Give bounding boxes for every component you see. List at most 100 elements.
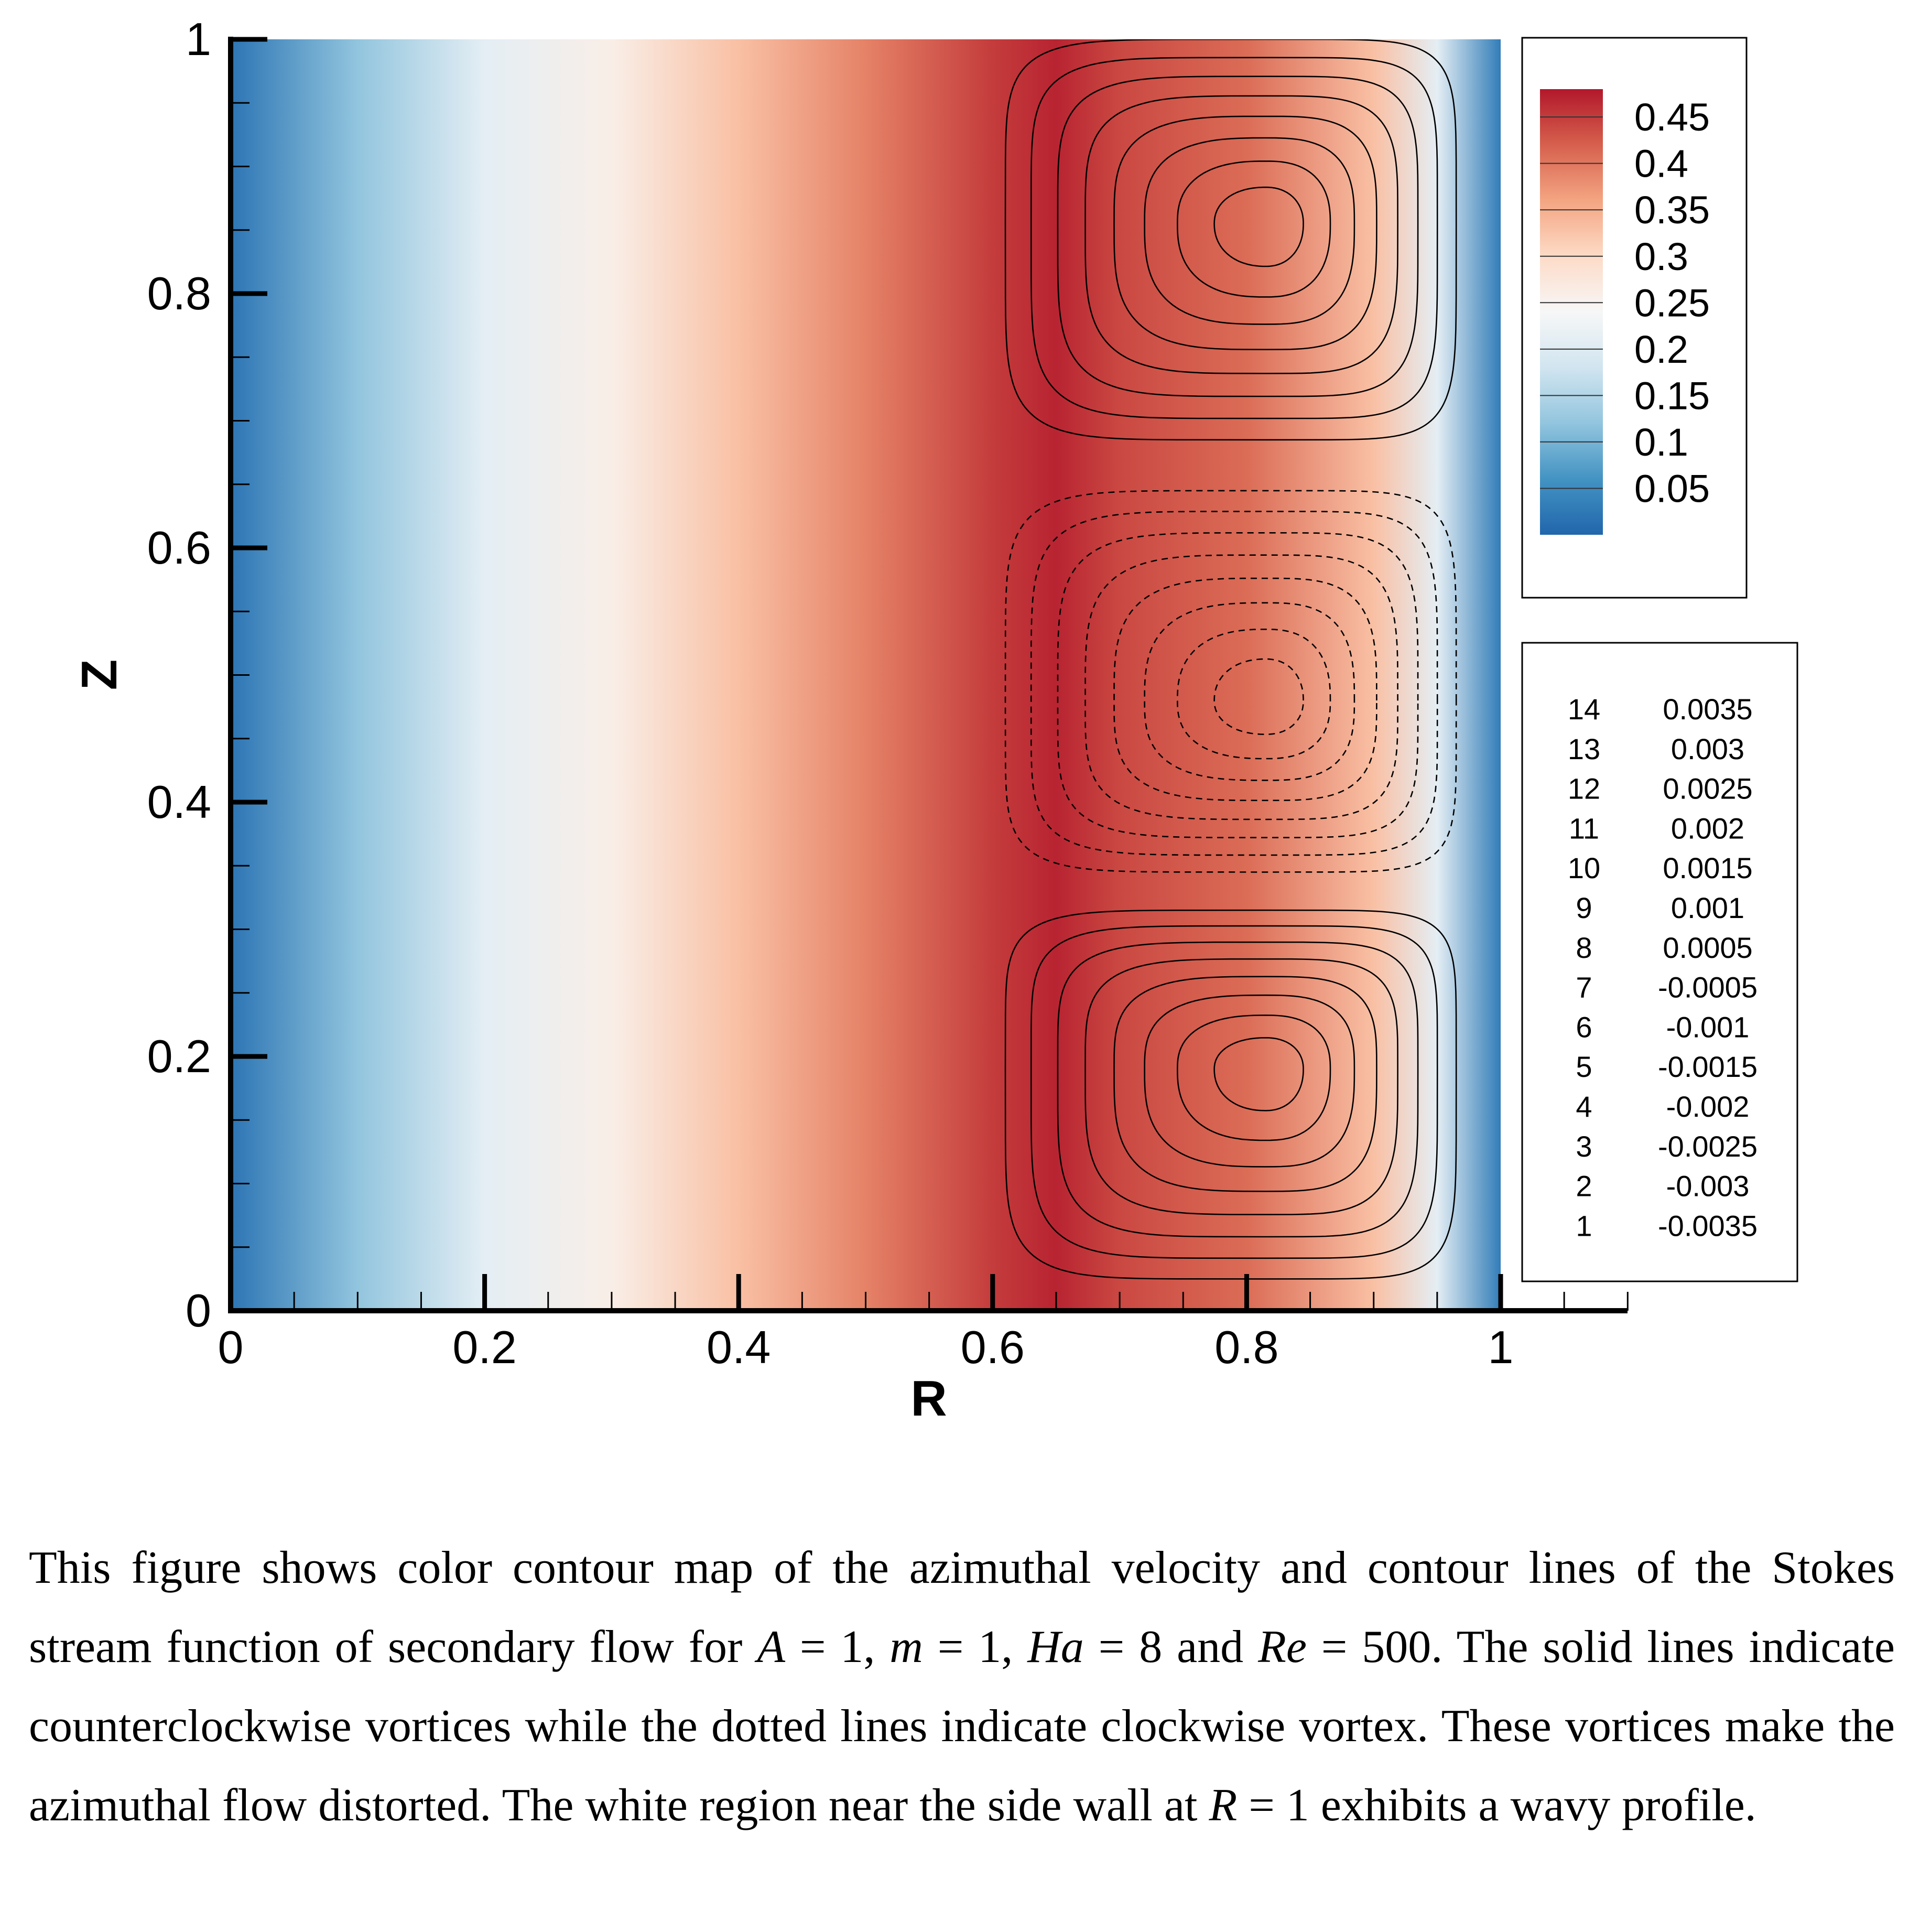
contour-line [1213, 658, 1304, 736]
y-tick-label: 0.4 [147, 776, 211, 828]
caption-eq-ha: = 8 and [1083, 1622, 1259, 1672]
contour-level-value: -0.0025 [1658, 1130, 1758, 1163]
contour-level-index: 10 [1568, 851, 1600, 884]
contour-level-row: 2 -0.003 [1576, 1170, 1749, 1203]
x-tick-label: 0.8 [1214, 1321, 1278, 1373]
caption-eq-re: = 500. The solid lines indicate counterc… [29, 1622, 1895, 1831]
colorbar-strip [1540, 89, 1603, 535]
colorbar-label: 0.3 [1634, 235, 1688, 278]
colorbar-ticks [1540, 116, 1603, 489]
colorbar-labels: 0.450.40.350.30.250.20.150.10.05 [1634, 95, 1710, 510]
contour-level-index: 12 [1568, 772, 1600, 805]
contour-level-row: 7 -0.0005 [1576, 971, 1758, 1004]
caption-eq-m: = 1, [923, 1622, 1028, 1672]
y-axis-title: Z [71, 660, 127, 690]
caption-eq-a: = 1, [785, 1622, 890, 1672]
colorbar-label: 0.35 [1634, 188, 1710, 232]
vortex-middle [1004, 490, 1457, 873]
colorbar-label: 0.25 [1634, 281, 1710, 325]
contour-level-value: -0.0015 [1658, 1050, 1758, 1083]
contour-level-value: 0.003 [1671, 732, 1744, 765]
x-tick-labels: 0 0.2 0.4 0.6 0.8 1 [218, 1321, 1514, 1373]
contour-line [1030, 925, 1438, 1259]
contour-legend-frame [1521, 642, 1798, 1282]
contour-level-row: 1 -0.0035 [1576, 1209, 1758, 1242]
contour-level-row: 11 0.002 [1569, 812, 1744, 845]
x-tick-label: 0 [218, 1321, 244, 1373]
contour-level-value: 0.0005 [1663, 931, 1752, 964]
velocity-field [231, 39, 1501, 1311]
contour-level-row: 8 0.0005 [1576, 931, 1752, 964]
contour-line [1144, 137, 1355, 325]
caption-symbol-a: A [757, 1622, 785, 1672]
contour-line [1176, 628, 1331, 760]
contour-level-value: -0.001 [1666, 1010, 1750, 1043]
x-axis-title: R [910, 1370, 947, 1427]
figure-caption: This figure shows color contour map of t… [29, 1528, 1895, 1845]
y-tick-label: 0.2 [147, 1030, 211, 1082]
contour-level-value: 0.001 [1671, 891, 1744, 924]
contour-level-row: 9 0.001 [1576, 891, 1744, 924]
contour-line [1004, 490, 1457, 873]
contour-level-row: 10 0.0015 [1568, 851, 1753, 884]
contour-level-row: 5 -0.0015 [1576, 1050, 1758, 1083]
contour-level-index: 2 [1576, 1170, 1592, 1203]
colorbar-label: 0.15 [1634, 374, 1710, 417]
contour-line [1057, 941, 1419, 1238]
contour-level-value: -0.002 [1666, 1090, 1750, 1123]
caption-tail: = 1 exhibits a wavy profile. [1237, 1780, 1756, 1831]
contour-level-row: 4 -0.002 [1576, 1090, 1749, 1123]
contour-level-value: 0.002 [1671, 812, 1744, 845]
contour-level-row: 3 -0.0025 [1576, 1130, 1758, 1163]
y-tick-label: 1 [186, 13, 211, 65]
contour-level-index: 5 [1576, 1050, 1592, 1083]
contour-line [1030, 57, 1438, 419]
vortex-lower [1004, 909, 1457, 1280]
contour-line [1084, 95, 1398, 374]
contour-line [1004, 39, 1457, 441]
contour-level-value: -0.0035 [1658, 1209, 1758, 1242]
vortex-upper [1004, 39, 1457, 441]
contour-level-row: 13 0.003 [1568, 732, 1744, 765]
contour-level-index: 14 [1568, 693, 1600, 726]
stream-function-contours [1004, 39, 1457, 1280]
contour-level-row: 14 0.0035 [1568, 693, 1753, 726]
contour-line [1176, 1014, 1331, 1141]
contour-line [1144, 602, 1355, 781]
contour-level-index: 4 [1576, 1090, 1592, 1123]
x-tick-label: 1 [1488, 1321, 1514, 1373]
colorbar-label: 0.05 [1634, 467, 1710, 510]
x-tick-label: 0.4 [707, 1321, 771, 1373]
y-ticks [231, 37, 267, 1313]
contour-level-value: -0.003 [1666, 1170, 1750, 1203]
x-tick-label: 0.6 [961, 1321, 1025, 1373]
contour-level-row: 12 0.0025 [1568, 772, 1753, 805]
contour-level-index: 11 [1569, 812, 1599, 845]
caption-symbol-r: R [1209, 1780, 1238, 1831]
contour-level-value: 0.0035 [1663, 693, 1752, 726]
caption-symbol-m: m [890, 1622, 923, 1672]
contour-line [1213, 186, 1304, 267]
colorbar-label: 0.4 [1634, 142, 1688, 186]
contour-line [1213, 1037, 1304, 1111]
colorbar-label: 0.2 [1634, 328, 1688, 371]
x-tick-label: 0.2 [452, 1321, 516, 1373]
y-tick-label: 0 [186, 1285, 211, 1336]
contour-level-value: -0.0005 [1658, 971, 1758, 1004]
y-tick-label: 0.6 [147, 522, 211, 574]
contour-level-index: 1 [1576, 1209, 1592, 1242]
contour-line [1030, 511, 1438, 856]
contour-line [1113, 115, 1377, 351]
contour-level-index: 3 [1576, 1130, 1592, 1163]
contour-level-index: 6 [1576, 1010, 1592, 1043]
caption-symbol-ha: Ha [1027, 1622, 1084, 1672]
colorbar-label: 0.1 [1634, 420, 1688, 464]
y-tick-labels: 0 0.2 0.4 0.6 0.8 1 [147, 13, 211, 1336]
contour-line [1057, 532, 1419, 838]
axes [228, 37, 1629, 1313]
contour-level-row: 6 -0.001 [1576, 1010, 1749, 1043]
colorbar-label: 0.45 [1634, 95, 1710, 139]
contour-line [1084, 958, 1398, 1215]
contour-level-index: 13 [1568, 732, 1600, 765]
